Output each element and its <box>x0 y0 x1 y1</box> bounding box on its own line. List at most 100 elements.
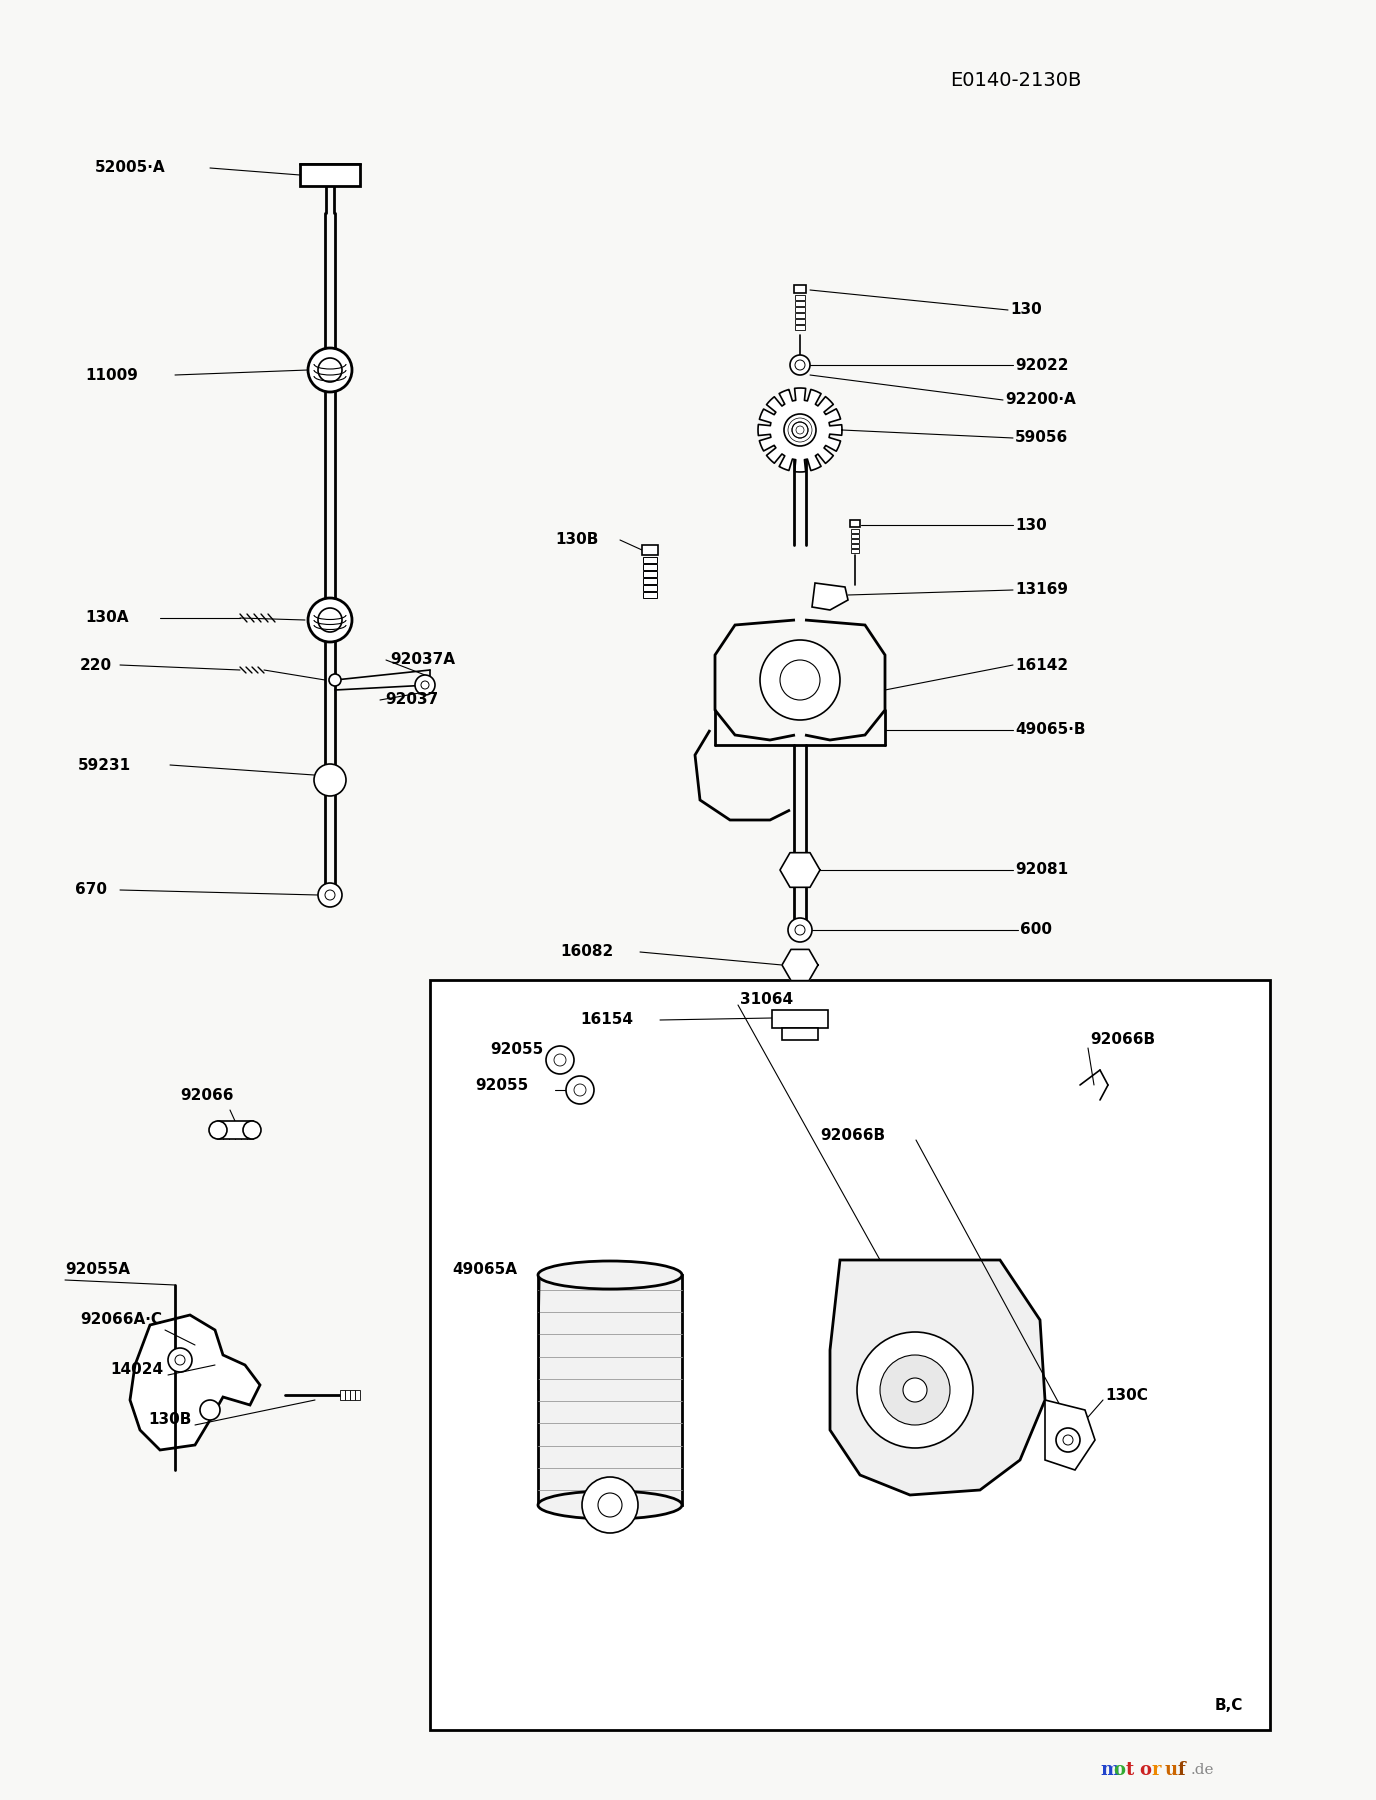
Text: 600: 600 <box>1020 922 1053 938</box>
Circle shape <box>566 1076 594 1103</box>
Circle shape <box>795 360 805 371</box>
Text: r: r <box>1152 1760 1161 1778</box>
Text: 130B: 130B <box>555 533 599 547</box>
Bar <box>350 1390 355 1400</box>
Text: 130C: 130C <box>1105 1388 1148 1402</box>
Text: 92037: 92037 <box>385 693 438 707</box>
Circle shape <box>314 763 345 796</box>
Text: t: t <box>1126 1760 1134 1778</box>
Polygon shape <box>758 389 842 472</box>
Text: 92037A: 92037A <box>389 653 455 668</box>
Bar <box>217 1121 253 1139</box>
Text: 16154: 16154 <box>581 1012 633 1028</box>
Circle shape <box>318 608 343 632</box>
Polygon shape <box>782 949 817 981</box>
Text: 130: 130 <box>1010 302 1042 317</box>
Bar <box>355 1390 361 1400</box>
Text: 92066B: 92066B <box>820 1127 885 1143</box>
Circle shape <box>416 675 435 695</box>
Polygon shape <box>129 1316 260 1451</box>
Bar <box>538 1274 682 1505</box>
Circle shape <box>903 1379 927 1402</box>
Text: 11009: 11009 <box>85 367 138 383</box>
Circle shape <box>200 1400 220 1420</box>
Circle shape <box>244 1121 261 1139</box>
Bar <box>643 563 656 571</box>
Bar <box>643 545 658 554</box>
Circle shape <box>793 421 808 437</box>
Text: f: f <box>1178 1760 1186 1778</box>
Bar <box>850 529 859 533</box>
Text: E0140-2130B: E0140-2130B <box>949 70 1082 90</box>
Circle shape <box>209 1121 227 1139</box>
Text: 220: 220 <box>80 657 111 673</box>
Circle shape <box>325 889 334 900</box>
Text: 59231: 59231 <box>78 758 131 772</box>
Bar <box>795 308 805 311</box>
Circle shape <box>790 355 810 374</box>
Bar <box>850 520 860 527</box>
Bar <box>345 1390 350 1400</box>
Bar <box>795 313 805 319</box>
Bar <box>795 319 805 324</box>
Bar <box>850 544 859 547</box>
Text: 130A: 130A <box>85 610 128 626</box>
Circle shape <box>308 347 352 392</box>
Bar <box>795 301 805 306</box>
Text: 16082: 16082 <box>560 945 614 959</box>
Text: 59056: 59056 <box>1015 430 1068 446</box>
Text: 130: 130 <box>1015 518 1047 533</box>
Bar <box>850 549 859 553</box>
Text: 130B: 130B <box>149 1413 191 1427</box>
Bar <box>300 164 361 185</box>
Text: 31064: 31064 <box>740 992 793 1008</box>
Circle shape <box>546 1046 574 1075</box>
Circle shape <box>582 1478 638 1534</box>
Circle shape <box>168 1348 193 1372</box>
Ellipse shape <box>538 1490 682 1519</box>
Circle shape <box>1055 1427 1080 1453</box>
Text: 49065·B: 49065·B <box>1015 722 1086 738</box>
Text: 92081: 92081 <box>1015 862 1068 878</box>
Text: u: u <box>1165 1760 1178 1778</box>
Text: 670: 670 <box>76 882 107 898</box>
Polygon shape <box>780 853 820 887</box>
Circle shape <box>308 598 352 643</box>
Bar <box>772 1010 828 1028</box>
Text: 92055: 92055 <box>490 1042 544 1058</box>
Circle shape <box>421 680 429 689</box>
Text: 92055: 92055 <box>475 1078 528 1093</box>
Text: 92066: 92066 <box>180 1087 234 1102</box>
Text: 92055A: 92055A <box>65 1262 129 1278</box>
Circle shape <box>760 641 839 720</box>
Text: o: o <box>1113 1760 1126 1778</box>
Text: m: m <box>1099 1760 1119 1778</box>
Circle shape <box>784 414 816 446</box>
Bar <box>643 578 656 583</box>
Circle shape <box>175 1355 184 1364</box>
Bar <box>795 295 805 301</box>
Polygon shape <box>1044 1400 1095 1471</box>
Circle shape <box>318 884 343 907</box>
Bar <box>794 284 806 293</box>
Circle shape <box>599 1492 622 1517</box>
Text: 92066B: 92066B <box>1090 1033 1154 1048</box>
Text: 14024: 14024 <box>110 1363 164 1377</box>
Text: 49065A: 49065A <box>451 1262 517 1278</box>
Bar <box>643 556 656 563</box>
Bar <box>429 979 1270 1730</box>
Polygon shape <box>830 1260 1044 1496</box>
Text: 13169: 13169 <box>1015 583 1068 598</box>
Text: 92022: 92022 <box>1015 358 1069 373</box>
Circle shape <box>1064 1435 1073 1445</box>
Bar <box>643 592 656 598</box>
Circle shape <box>795 925 805 934</box>
Text: B,C: B,C <box>1215 1697 1244 1712</box>
Bar <box>795 326 805 329</box>
Bar <box>850 538 859 544</box>
Text: o: o <box>1139 1760 1150 1778</box>
Circle shape <box>329 673 341 686</box>
Circle shape <box>318 358 343 382</box>
Bar <box>850 535 859 538</box>
Circle shape <box>881 1355 949 1426</box>
